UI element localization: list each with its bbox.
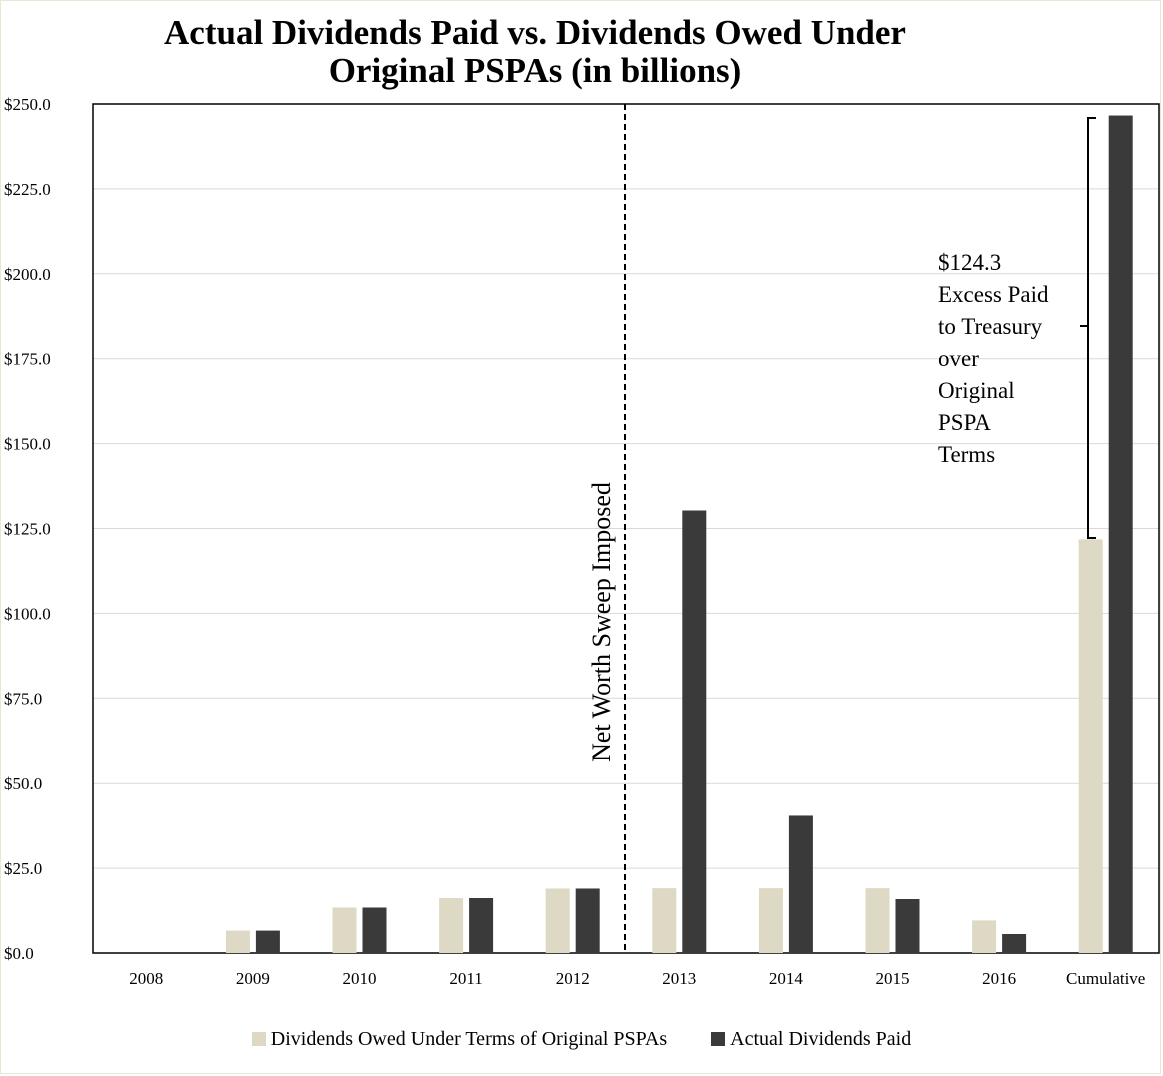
excess-label-line: over bbox=[938, 346, 979, 371]
x-tick-label: 2008 bbox=[129, 969, 163, 988]
bar-owed-2014 bbox=[758, 888, 783, 953]
y-tick-label: $175.0 bbox=[4, 350, 51, 369]
y-axis-ticks: $0.0 $25.0 $50.0 $75.0 $100.0 $125.0 $150.0 $17… bbox=[4, 95, 51, 963]
x-tick-label: 2013 bbox=[662, 969, 696, 988]
y-tick-label: $75.0 bbox=[4, 689, 42, 708]
bar-actual-2011 bbox=[469, 897, 494, 953]
bar-owed-cumulative bbox=[1078, 539, 1103, 953]
excess-label-line: $124.3 bbox=[938, 250, 1001, 275]
legend-label: Dividends Owed Under Terms of Original P… bbox=[270, 1028, 668, 1050]
bar-actual-2009 bbox=[255, 930, 280, 953]
bar-actual-2014 bbox=[788, 815, 813, 953]
x-tick-label: 2014 bbox=[769, 969, 804, 988]
bar-actual-2012 bbox=[575, 888, 600, 953]
y-tick-label: $25.0 bbox=[4, 859, 42, 878]
legend-label: Actual Dividends Paid bbox=[730, 1028, 912, 1050]
chart-title-line-2: Original PSPAs (in billions) bbox=[328, 51, 742, 90]
y-tick-label: $100.0 bbox=[4, 604, 51, 623]
y-tick-label: $0.0 bbox=[4, 944, 34, 963]
bar-actual-cumulative bbox=[1108, 115, 1133, 954]
x-tick-label: Cumulative bbox=[1066, 969, 1145, 988]
x-tick-label: 2012 bbox=[556, 969, 590, 988]
bar-owed-2012 bbox=[545, 888, 570, 953]
x-tick-label: 2011 bbox=[449, 969, 482, 988]
bar-actual-2015 bbox=[895, 899, 920, 953]
net-worth-sweep-label: Net Worth Sweep Imposed bbox=[587, 482, 616, 762]
bar-actual-2016 bbox=[1002, 933, 1027, 953]
y-tick-label: $225.0 bbox=[4, 180, 51, 199]
bar-owed-2015 bbox=[865, 888, 890, 953]
bar-owed-2009 bbox=[225, 930, 250, 953]
excess-label-line: Terms bbox=[938, 442, 995, 467]
excess-bracket bbox=[1080, 117, 1096, 539]
excess-label-line: PSPA bbox=[938, 410, 991, 435]
x-tick-label: 2016 bbox=[982, 969, 1016, 988]
chart-title-line-1: Actual Dividends Paid vs. Dividends Owed… bbox=[164, 13, 906, 52]
bar-actual-2010 bbox=[362, 907, 387, 953]
x-tick-label: 2015 bbox=[876, 969, 910, 988]
bar-owed-2010 bbox=[332, 907, 357, 953]
bar-owed-2016 bbox=[972, 920, 997, 953]
legend-swatch bbox=[711, 1032, 726, 1046]
excess-label-line: Excess Paid bbox=[938, 282, 1049, 307]
legend-item-actual: Actual Dividends Paid bbox=[711, 1028, 911, 1051]
chart-title: Actual Dividends Paid vs. Dividends Owed… bbox=[80, 14, 990, 90]
excess-bracket-label: $124.3 Excess Paid to Treasury over Original… bbox=[938, 250, 1049, 467]
bar-actual-2013 bbox=[682, 510, 707, 953]
x-tick-label: 2010 bbox=[343, 969, 377, 988]
bar-owed-2013 bbox=[652, 888, 677, 953]
bars bbox=[225, 115, 1133, 954]
y-tick-label: $50.0 bbox=[4, 774, 42, 793]
y-tick-label: $150.0 bbox=[4, 435, 51, 454]
legend-swatch bbox=[251, 1032, 266, 1046]
x-tick-label: 2009 bbox=[236, 969, 270, 988]
y-tick-label: $125.0 bbox=[4, 520, 51, 539]
excess-label-line: to Treasury bbox=[938, 314, 1043, 339]
x-axis-ticks: 2008 2009 2010 2011 2012 2013 2014 2015 2016 Cumu… bbox=[129, 969, 1145, 988]
excess-label-line: Original bbox=[938, 378, 1015, 403]
bar-owed-2011 bbox=[439, 897, 464, 953]
y-tick-label: $250.0 bbox=[4, 95, 51, 114]
legend-item-owed: Dividends Owed Under Terms of Original P… bbox=[251, 1028, 668, 1051]
y-tick-label: $200.0 bbox=[4, 265, 51, 284]
legend: Dividends Owed Under Terms of Original P… bbox=[0, 1028, 1163, 1051]
